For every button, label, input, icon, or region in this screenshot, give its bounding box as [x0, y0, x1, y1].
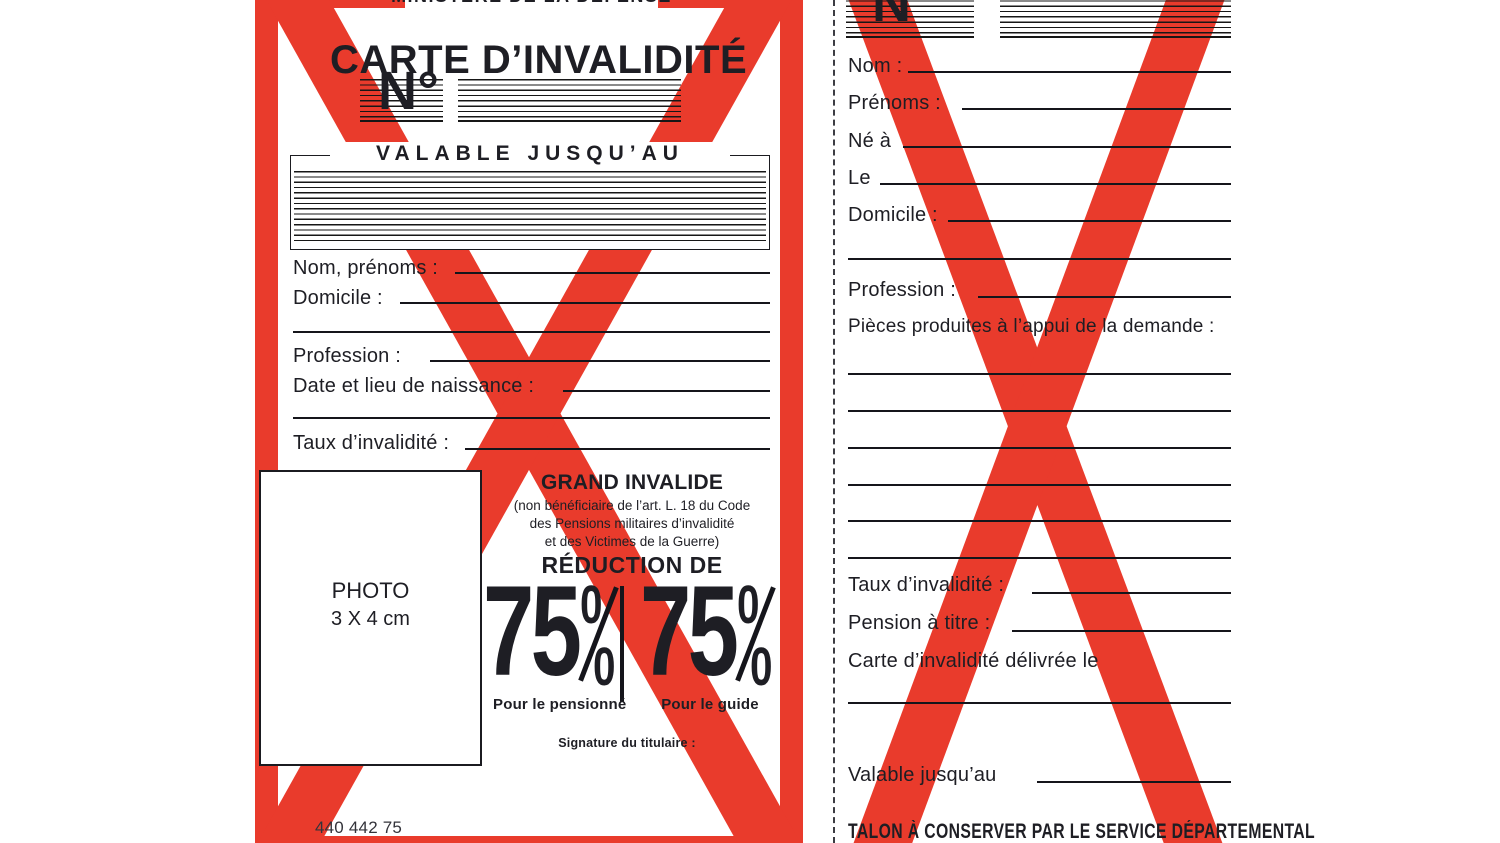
grand-invalide-note: (non bénéficiaire de l’art. L. 18 du Cod…	[478, 497, 786, 551]
number-label: N°	[378, 61, 439, 121]
percent-zero-bottom: 0	[750, 637, 773, 697]
ministry-title: MINISTÈRE DE LA DÉFENSE	[385, 0, 678, 7]
blank-line	[962, 108, 1231, 110]
card-border-right	[780, 0, 803, 843]
blank-line	[848, 557, 1231, 559]
blank-line	[1012, 630, 1231, 632]
blank-line	[848, 520, 1231, 522]
photo-placeholder-text: PHOTO 3 X 4 cm	[261, 577, 480, 633]
number-ruled-lines	[1000, 0, 1231, 38]
number-ruled-lines	[846, 0, 974, 38]
number-ruled-lines	[458, 79, 681, 122]
blank-line	[563, 390, 770, 392]
percent-zero-top: 0	[580, 575, 603, 635]
field-label-documents: Pièces produites à l’appui de la demande…	[848, 316, 1215, 337]
blank-line	[848, 373, 1231, 375]
reduction-heading: RÉDUCTION DE	[541, 552, 723, 578]
number-label: N°	[872, 0, 933, 33]
validity-ruled-box	[290, 155, 770, 250]
cancellation-cross	[848, 0, 1225, 843]
field-label-valid-until: Valable jusqu’au	[848, 764, 997, 786]
grand-invalide-title: GRAND INVALIDE	[540, 471, 724, 494]
blank-line	[903, 146, 1231, 148]
card-title: CARTE D’INVALIDITÉ	[330, 38, 748, 82]
field-label-birth: Date et lieu de naissance :	[293, 375, 535, 397]
blank-line	[1037, 781, 1231, 783]
note-line: et des Victimes de la Guerre)	[544, 534, 720, 549]
blank-line	[848, 410, 1231, 412]
signature-label: Signature du titulaire :	[558, 736, 696, 750]
blank-line	[848, 484, 1231, 486]
field-label-card-issued: Carte d’invalidité délivrée le	[848, 650, 1099, 672]
field-label-profession: Profession :	[293, 345, 402, 367]
field-label-disability-rate: Taux d’invalidité :	[848, 574, 1005, 596]
blank-line	[978, 296, 1231, 298]
blank-line	[455, 272, 770, 274]
percent-divider	[620, 586, 624, 702]
photo-box: PHOTO 3 X 4 cm	[259, 470, 482, 766]
ministry-cartouche	[405, 0, 658, 9]
field-label-born-at: Né à	[848, 130, 892, 152]
blank-line	[465, 448, 770, 450]
blank-line	[400, 302, 770, 304]
reduction-percent-guide: 75	[640, 560, 739, 703]
percent-sign: 0 0	[735, 578, 777, 694]
field-label-born-on: Le	[848, 167, 871, 189]
blank-line	[430, 360, 770, 362]
photo-size-label: 3 X 4 cm	[331, 608, 410, 630]
note-line: (non bénéficiaire de l’art. L. 18 du Cod…	[513, 498, 751, 513]
field-label-last-name: Nom :	[848, 55, 903, 77]
photo-label: PHOTO	[331, 578, 410, 603]
talon-footer: TALON À CONSERVER PAR LE SERVICE DÉPARTE…	[848, 820, 1316, 843]
reduction-percent-pensionne: 75	[483, 560, 582, 703]
field-label-name: Nom, prénoms :	[293, 257, 439, 279]
blank-line	[848, 447, 1231, 449]
valid-until-heading: VALABLE JUSQU’AU	[330, 142, 730, 166]
blank-line	[848, 702, 1231, 704]
caption-pensionne: Pour le pensionné	[493, 696, 627, 713]
blank-line	[848, 258, 1231, 260]
card-border-bottom	[255, 836, 803, 843]
talon-stub: N° Nom : Prénoms : Né à Le Domicile : Pr…	[833, 0, 1315, 843]
blank-line	[293, 417, 770, 419]
percent-zero-bottom: 0	[593, 637, 616, 697]
field-label-first-names: Prénoms :	[848, 92, 941, 114]
form-number: 440 442 75	[315, 818, 403, 837]
field-label-address: Domicile :	[848, 204, 938, 226]
number-ruled-lines	[360, 79, 443, 122]
percent-sign: 0 0	[578, 578, 620, 694]
field-label-pension-type: Pension à titre :	[848, 612, 991, 634]
percent-zero-top: 0	[737, 575, 760, 635]
invalidity-card: MINISTÈRE DE LA DÉFENSE CARTE D’INVALIDI…	[255, 0, 803, 843]
note-line: des Pensions militaires d’invalidité	[529, 516, 735, 531]
blank-line	[948, 220, 1231, 222]
blank-line	[908, 71, 1231, 73]
field-label-disability-rate: Taux d’invalidité :	[293, 432, 450, 454]
validity-ruled-lines	[294, 171, 766, 244]
caption-guide: Pour le guide	[661, 696, 759, 713]
cut-line	[833, 0, 835, 843]
field-label-profession: Profession :	[848, 279, 957, 301]
blank-line	[1032, 592, 1231, 594]
blank-line	[880, 183, 1231, 185]
field-label-address: Domicile :	[293, 287, 383, 309]
blank-line	[293, 331, 770, 333]
